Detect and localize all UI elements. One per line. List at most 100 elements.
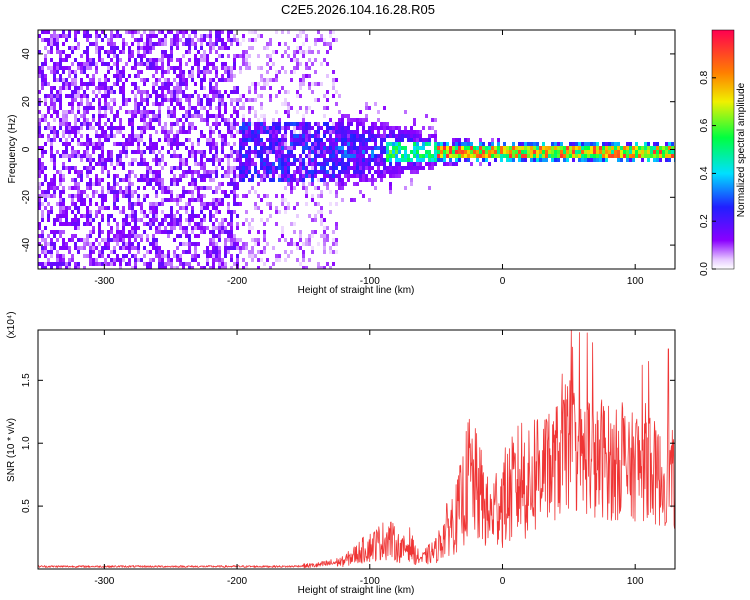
spectrogram-cell <box>401 166 404 170</box>
spectrogram-cell <box>230 190 233 194</box>
spectrogram-cell <box>164 70 167 74</box>
spectrogram-cell <box>341 142 344 146</box>
spectrogram-cell <box>140 90 143 94</box>
spectrogram-cell <box>617 158 620 162</box>
spectrogram-cell <box>617 154 620 158</box>
spectrogram-cell <box>248 166 251 170</box>
spectrogram-cell <box>212 162 215 166</box>
spectrogram-cell <box>335 242 338 246</box>
spectrogram-cell <box>116 226 119 230</box>
spectrogram-cell <box>92 78 95 82</box>
spectrogram-cell <box>425 162 428 166</box>
spectrogram-cell <box>122 238 125 242</box>
spectrogram-cell <box>470 162 473 166</box>
spectrogram-cell <box>131 50 134 54</box>
spectrogram-cell <box>131 66 134 70</box>
spectrogram-cell <box>389 186 392 190</box>
spectrogram-cell <box>89 262 92 266</box>
spectrogram-cell <box>110 42 113 46</box>
spectrogram-cell <box>224 266 227 269</box>
spectrogram-cell <box>260 174 263 178</box>
spectrogram-cell <box>170 190 173 194</box>
spectrogram-cell <box>212 222 215 226</box>
spectrogram-cell <box>464 146 467 150</box>
spectrogram-cell <box>68 222 71 226</box>
spectrogram-cell <box>281 226 284 230</box>
spectrogram-cell <box>107 134 110 138</box>
spectrogram-cell <box>329 30 332 34</box>
spectrogram-cell <box>359 142 362 146</box>
spectrogram-cell <box>416 134 419 138</box>
spectrogram-cell <box>167 98 170 102</box>
spectrogram-cell <box>248 250 251 254</box>
spectrogram-cell <box>308 138 311 142</box>
spectrogram-cell <box>206 70 209 74</box>
spectrogram-cell <box>221 174 224 178</box>
spectrogram-cell <box>140 46 143 50</box>
spectrogram-cell <box>299 166 302 170</box>
spectrogram-cell <box>329 170 332 174</box>
spectrogram-cell <box>266 166 269 170</box>
spectrogram-cell <box>293 178 296 182</box>
spectrogram-cell <box>56 218 59 222</box>
spectrogram-cell <box>194 34 197 38</box>
spectrogram-cell <box>299 170 302 174</box>
spectrogram-cell <box>200 186 203 190</box>
spectrogram-cell <box>224 142 227 146</box>
spectrogram-cell <box>554 146 557 150</box>
spectrogram-cell <box>644 150 647 154</box>
spectrogram-cell <box>266 242 269 246</box>
spectrogram-cell <box>92 250 95 254</box>
spectrogram-cell <box>134 266 137 269</box>
spectrogram-cell <box>272 246 275 250</box>
spectrogram-cell <box>260 218 263 222</box>
spectrogram-cell <box>218 258 221 262</box>
spectrogram-cell <box>194 222 197 226</box>
spectrogram-cell <box>332 78 335 82</box>
spectrogram-cell <box>338 178 341 182</box>
spectrogram-cell <box>134 174 137 178</box>
spectrogram-cell <box>41 166 44 170</box>
spectrogram-cell <box>254 202 257 206</box>
spectrogram-cell <box>302 122 305 126</box>
spectrogram-cell <box>134 258 137 262</box>
spectrogram-cell <box>251 150 254 154</box>
spectrogram-cell <box>230 66 233 70</box>
spectrogram-cell <box>65 126 68 130</box>
spectrogram-cell <box>257 174 260 178</box>
spectrogram-cell <box>404 154 407 158</box>
spectrogram-cell <box>80 198 83 202</box>
spectrogram-cell <box>320 194 323 198</box>
spectrogram-cell <box>131 210 134 214</box>
spectrogram-cell <box>350 150 353 154</box>
spectrogram-cell <box>134 150 137 154</box>
spectrogram-cell <box>155 178 158 182</box>
spectrogram-cell <box>206 54 209 58</box>
spectrogram-cell <box>185 86 188 90</box>
spectrogram-cell <box>62 198 65 202</box>
spectrogram-cell <box>518 142 521 146</box>
spectrogram-cell <box>158 94 161 98</box>
spectrogram-cell <box>272 146 275 150</box>
spectrogram-cell <box>188 102 191 106</box>
spectrogram-cell <box>308 162 311 166</box>
spectrogram-cell <box>239 238 242 242</box>
spectrogram-cell <box>377 174 380 178</box>
spectrogram-cell <box>200 202 203 206</box>
spectrogram-cell <box>668 142 671 146</box>
spectrogram-cell <box>242 58 245 62</box>
spectrogram-cell <box>515 146 518 150</box>
spectrogram-cell <box>134 158 137 162</box>
spectrogram-cell <box>599 158 602 162</box>
spectrogram-cell <box>131 42 134 46</box>
spectrogram-cell <box>281 170 284 174</box>
spectrogram-cell <box>53 174 56 178</box>
spectrogram-cell <box>260 158 263 162</box>
spectrogram-cell <box>233 234 236 238</box>
spectrogram-cell <box>188 246 191 250</box>
spectrogram-cell <box>476 146 479 150</box>
spectrogram-cell <box>110 66 113 70</box>
spectrogram-cell <box>239 174 242 178</box>
spectrogram-cell <box>119 78 122 82</box>
spectrogram-cell <box>299 106 302 110</box>
